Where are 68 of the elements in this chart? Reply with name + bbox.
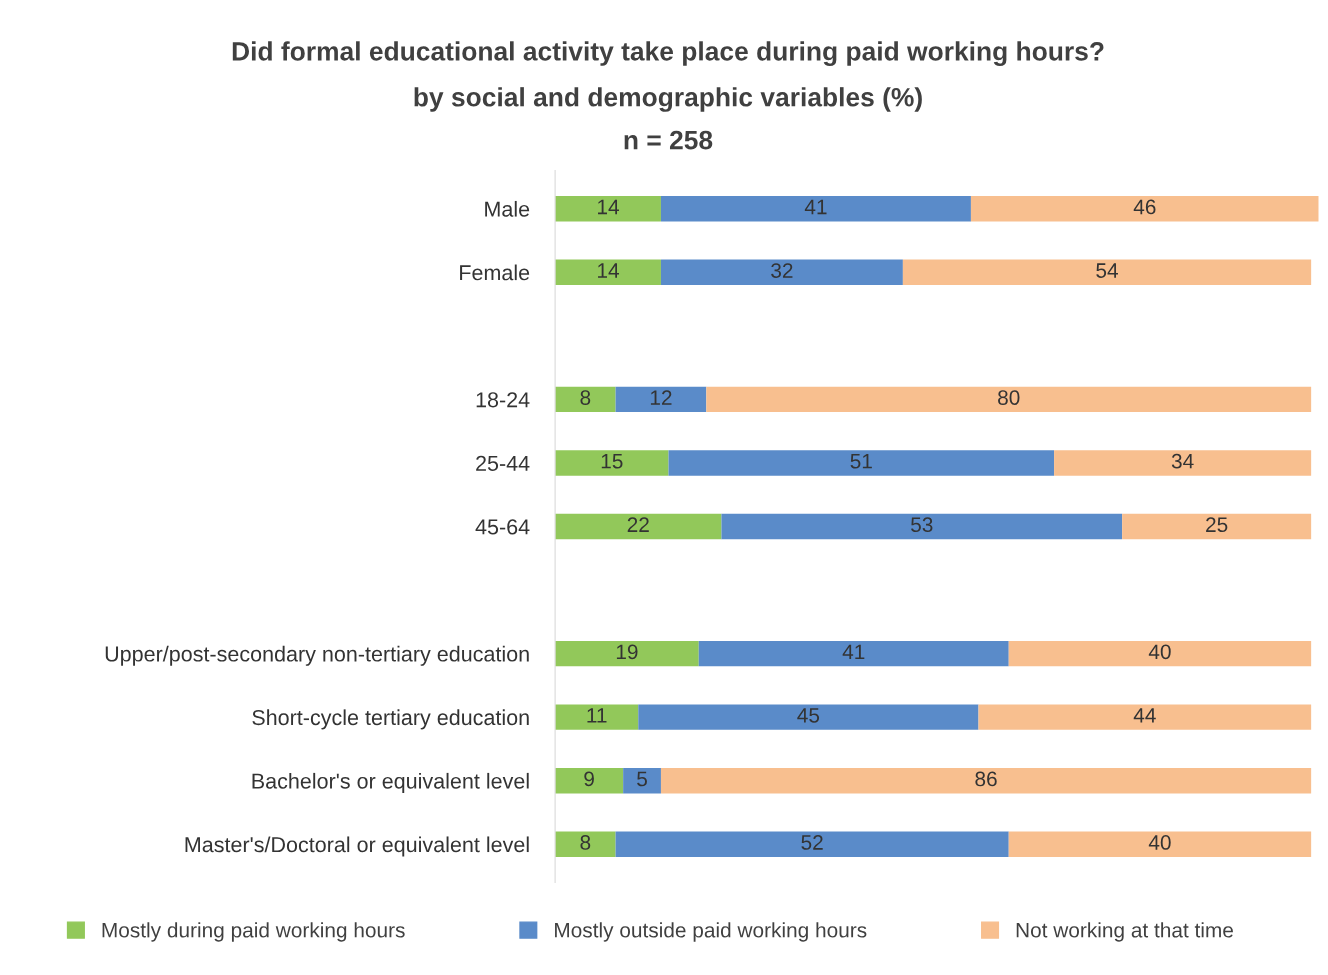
y-tick-label: Short-cycle tertiary education	[252, 709, 529, 730]
data-label: 5	[637, 771, 647, 787]
data-label: 14	[598, 199, 619, 215]
data-label: 41	[804, 199, 827, 215]
data-label: 54	[1096, 263, 1118, 278]
data-label: 8	[580, 390, 591, 405]
y-tick-label: Female	[460, 264, 530, 281]
bar	[555, 196, 661, 222]
data-label: 25	[1206, 517, 1228, 533]
chart-title: Did formal educational activity take place during paid working hours?	[232, 41, 1104, 66]
bar	[638, 704, 979, 730]
bar	[902, 259, 1312, 286]
data-label: 86	[975, 771, 997, 787]
data-label: 32	[771, 263, 793, 278]
y-tick-label: 45-64	[475, 519, 530, 535]
bar	[1122, 513, 1312, 540]
data-label: 44	[1133, 708, 1156, 723]
bar	[1008, 640, 1312, 667]
chart-subtitle: by social and demographic variables (%) n = 258	[414, 87, 922, 150]
bar	[1054, 450, 1312, 476]
bar	[555, 767, 624, 794]
bar	[668, 450, 1055, 476]
data-label: 80	[998, 390, 1020, 405]
bar	[978, 704, 1312, 730]
y-tick-label: Upper/post-secondary non-tertiary education	[105, 645, 529, 666]
bar	[1008, 831, 1312, 857]
bar	[555, 450, 669, 476]
bar	[555, 704, 639, 730]
bar	[706, 386, 1312, 413]
data-label: 46	[1133, 199, 1156, 215]
bar	[660, 767, 1312, 794]
y-tick-label: Master's/Doctoral or equivalent level	[185, 836, 529, 857]
data-label: 53	[911, 517, 933, 533]
data-label: 45	[797, 708, 820, 723]
y-tick-label: 18-24	[476, 392, 530, 408]
bar	[555, 386, 616, 413]
data-label: 14	[598, 263, 619, 278]
legend-label: Mostly during paid working hours	[102, 922, 405, 942]
bar	[615, 831, 1009, 857]
bar	[698, 640, 1009, 667]
bar	[555, 640, 699, 667]
y-tick-label: Bachelor's or equivalent level	[252, 772, 529, 793]
bar	[660, 259, 903, 286]
legend-label: Not working at that time	[1016, 922, 1233, 942]
legend-label: Mostly outside paid working hours	[555, 922, 867, 942]
data-label: 8	[580, 835, 591, 850]
bar	[721, 513, 1123, 540]
data-label: 19	[616, 644, 638, 660]
bar	[660, 196, 971, 222]
data-label: 15	[601, 454, 623, 469]
bar	[555, 259, 661, 286]
data-label: 22	[627, 517, 649, 532]
y-tick-label: Male	[485, 200, 530, 217]
bar	[623, 767, 661, 794]
data-label: 52	[801, 835, 823, 850]
data-label: 40	[1148, 644, 1171, 660]
data-label: 41	[842, 644, 865, 659]
y-tick-label: 25-44	[476, 455, 530, 471]
bar	[555, 513, 722, 540]
bar	[970, 196, 1319, 222]
data-label: 34	[1171, 453, 1194, 469]
data-label: 9	[584, 771, 594, 787]
data-label: 11	[587, 708, 607, 723]
data-label: 40	[1148, 835, 1171, 850]
bar	[615, 386, 707, 413]
bar	[555, 831, 616, 857]
data-label: 12	[650, 390, 672, 405]
data-label: 51	[850, 454, 872, 469]
